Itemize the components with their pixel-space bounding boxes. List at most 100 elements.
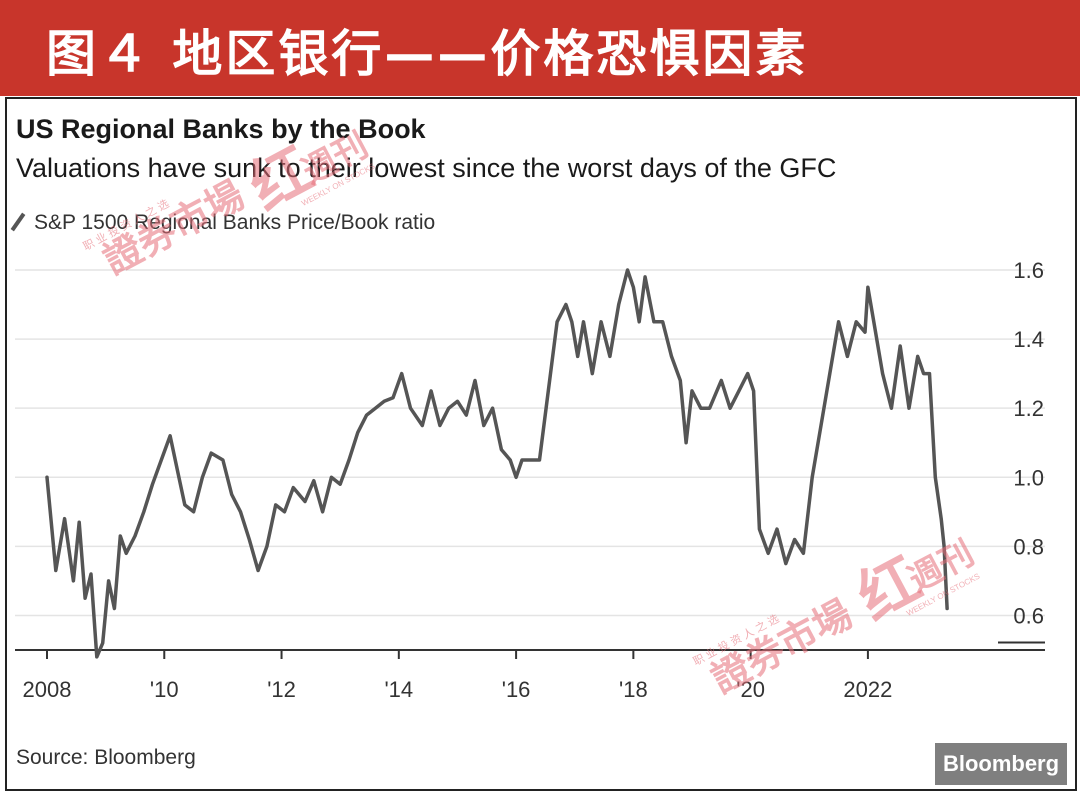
data-point — [392, 397, 394, 399]
data-point — [63, 517, 66, 520]
data-point — [330, 476, 333, 479]
x-tick-label: '14 — [384, 677, 413, 702]
bloomberg-logo: Bloomberg — [935, 743, 1067, 785]
data-point — [538, 459, 541, 461]
data-point — [257, 569, 259, 572]
data-point — [321, 511, 324, 513]
chart-title: US Regional Banks by the Book — [16, 114, 426, 144]
data-point — [571, 321, 573, 323]
chart-source: Source: Bloomberg — [16, 746, 196, 769]
data-point — [184, 504, 186, 506]
banner-title: 图４ 地区银行——价格恐惧因素 — [46, 25, 809, 83]
data-point — [609, 355, 611, 358]
data-point — [738, 390, 740, 392]
data-point — [837, 321, 840, 323]
data-point — [846, 355, 849, 358]
y-tick-label: 1.2 — [1013, 396, 1044, 421]
data-point — [266, 545, 268, 548]
data-point — [283, 511, 286, 513]
data-point — [916, 355, 919, 358]
data-point — [274, 504, 277, 506]
data-point — [500, 448, 503, 451]
x-tick-label: '20 — [736, 677, 765, 702]
chart-grid — [15, 269, 1045, 617]
data-point — [474, 379, 476, 382]
data-point — [143, 511, 145, 513]
data-point — [491, 407, 494, 410]
data-point — [178, 476, 180, 479]
data-point — [864, 331, 866, 334]
data-point — [729, 407, 731, 410]
data-point — [811, 476, 813, 479]
data-point — [107, 580, 110, 582]
banner: 图４ 地区银行——价格恐惧因素 — [0, 0, 1080, 96]
data-point — [160, 459, 163, 461]
data-point — [374, 407, 377, 410]
data-point — [626, 269, 629, 271]
x-tick-label: '18 — [619, 677, 648, 702]
data-point — [653, 321, 655, 323]
data-point — [644, 276, 646, 278]
y-tick-label: 0.6 — [1013, 603, 1044, 628]
data-point — [943, 545, 945, 548]
data-point — [119, 535, 122, 537]
data-point — [78, 521, 80, 523]
data-point — [661, 321, 664, 323]
data-point — [600, 321, 602, 323]
data-point — [430, 390, 432, 392]
data-point — [670, 355, 673, 358]
data-point — [483, 424, 485, 427]
data-point — [509, 459, 512, 461]
data-point — [547, 390, 550, 392]
data-point — [638, 321, 640, 323]
data-point — [576, 355, 579, 358]
data-point — [230, 493, 233, 496]
data-point — [582, 321, 585, 323]
data-point — [521, 459, 523, 461]
data-point — [239, 511, 242, 513]
data-point — [890, 407, 893, 410]
data-point — [248, 538, 251, 541]
data-point — [409, 407, 412, 410]
y-tick-label: 1.0 — [1013, 465, 1044, 490]
data-point — [632, 286, 635, 289]
data-point — [210, 452, 212, 454]
data-point — [90, 573, 92, 575]
data-point — [802, 552, 805, 555]
data-point — [720, 379, 723, 382]
data-point — [421, 424, 424, 427]
data-point — [313, 479, 315, 482]
chart-series — [45, 268, 949, 659]
chart-legend: S&P 1500 Regional Banks Price/Book ratio — [10, 211, 435, 235]
data-point — [746, 372, 749, 375]
data-point — [591, 372, 594, 375]
data-point — [169, 435, 171, 437]
chart-axes: 1.6 1.4 1.2 1.0 0.8 0.6 2008 '10 '12 '14 '16 '18 '20… — [15, 258, 1045, 702]
data-point — [292, 486, 295, 489]
x-tick-label: '10 — [150, 677, 179, 702]
y-tick-label: 0.8 — [1013, 534, 1044, 559]
data-point — [222, 459, 224, 461]
x-tick-label: 2022 — [843, 677, 892, 702]
data-point — [357, 431, 359, 434]
data-point — [873, 321, 875, 323]
data-point — [565, 303, 567, 306]
data-point — [776, 528, 778, 530]
x-tick-label: '16 — [502, 677, 531, 702]
data-point — [72, 580, 75, 582]
data-point — [928, 372, 931, 375]
data-point — [84, 597, 86, 599]
data-point — [679, 379, 682, 382]
data-point — [46, 476, 48, 479]
data-point — [752, 390, 755, 392]
data-point — [400, 372, 403, 375]
data-point — [529, 459, 532, 461]
data-point — [113, 607, 116, 610]
data-point — [758, 528, 761, 530]
data-point — [922, 372, 925, 375]
data-point — [829, 372, 831, 375]
data-point — [691, 390, 693, 392]
data-point — [946, 607, 948, 610]
data-point — [940, 517, 942, 520]
data-point — [339, 483, 342, 486]
